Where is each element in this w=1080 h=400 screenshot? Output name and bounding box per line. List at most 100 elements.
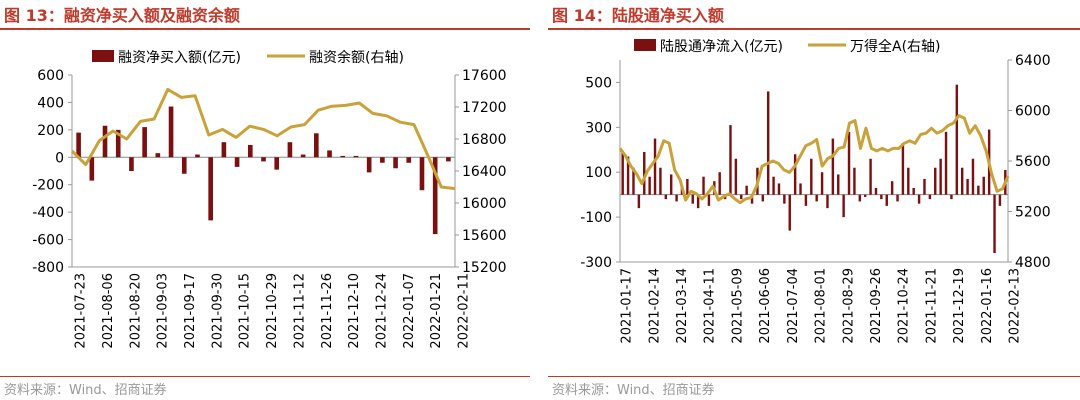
bar: [793, 154, 797, 195]
bar: [626, 156, 630, 195]
x-tick-label: 2022-01-16: [980, 268, 995, 344]
bar: [648, 176, 651, 195]
bar: [702, 176, 705, 195]
x-tick-label: 2021-02-14: [647, 268, 662, 344]
right-tick-label: 17200: [462, 100, 507, 116]
left-tick-label: -800: [32, 260, 64, 276]
x-tick-label: 2022-02-11: [457, 273, 472, 349]
right-tick-label: 4800: [1015, 255, 1051, 271]
x-tick-label: 2021-05-09: [730, 268, 745, 344]
bar: [274, 157, 280, 170]
title-divider: [0, 28, 530, 30]
bar: [761, 194, 765, 202]
bar: [181, 157, 187, 174]
panel-northbound: 图 14：陆股通净买入额 500 300 100 -100 -300 6400 6000 56…: [548, 0, 1080, 400]
x-tick-label: 2021-07-04: [786, 268, 801, 344]
bar: [632, 167, 635, 195]
panel-margin-financing: 图 13：融资净买入额及融资余额 600 400 200 0 -200 -400 -600 -…: [0, 0, 530, 400]
bar: [446, 157, 451, 162]
x-tick-label: 2021-04-11: [703, 268, 718, 344]
bar: [777, 183, 781, 195]
bar: [853, 167, 856, 195]
bar: [718, 172, 721, 195]
bar: [826, 194, 829, 209]
bar: [76, 132, 81, 158]
bar: [691, 194, 694, 204]
bar: [982, 176, 985, 195]
bar: [168, 106, 174, 158]
bar: [960, 167, 964, 195]
x-tick-label: 2021-11-21: [924, 268, 939, 344]
bar: [944, 131, 948, 195]
left-tick-label: -100: [580, 210, 612, 226]
x-tick-label: 2021-01-17: [620, 268, 635, 344]
bar: [804, 194, 808, 206]
chart-margin-financing: 600 400 200 0 -200 -400 -600 -800 17600 17200 1680…: [32, 49, 507, 349]
bar: [912, 187, 915, 195]
x-tick-label: 2021-09-30: [210, 273, 225, 349]
bar: [863, 194, 867, 197]
bar: [923, 178, 926, 195]
bar: [977, 185, 980, 195]
x-tick-label: 2021-09-17: [183, 273, 198, 349]
bar: [734, 158, 738, 195]
right-tick-label: 16000: [462, 196, 507, 212]
legend-bar-swatch: [92, 50, 114, 62]
bar: [637, 194, 641, 209]
bar: [907, 167, 910, 195]
bar: [89, 157, 95, 181]
x-tick-label: 2021-03-14: [675, 268, 690, 344]
bar: [788, 194, 791, 231]
bar: [669, 174, 673, 195]
bar: [287, 142, 293, 158]
right-tick-label: 6000: [1015, 104, 1051, 120]
right-tick-label: 16800: [462, 132, 507, 148]
bar: [659, 167, 662, 195]
bar: [129, 157, 134, 171]
left-tick-label: 400: [37, 95, 64, 111]
bar: [885, 194, 888, 206]
bar: [643, 152, 646, 195]
x-tick-label: 2021-06-06: [758, 268, 773, 344]
x-tick-label: 2021-11-12: [292, 273, 307, 349]
bar: [917, 194, 921, 204]
bar: [653, 138, 657, 195]
bar: [890, 181, 894, 195]
bar: [837, 174, 840, 195]
x-tick-label: 2021-08-06: [101, 273, 116, 349]
x-tick-label: 2021-08-20: [128, 273, 143, 349]
bar: [195, 154, 200, 158]
x-tick-label: 2021-12-19: [952, 268, 967, 344]
bar: [102, 125, 108, 158]
bar: [621, 152, 624, 195]
source-divider: [548, 376, 1080, 377]
figure-title: 图 14：陆股通净买入额: [552, 6, 724, 25]
x-tick-label: 2021-12-24: [374, 273, 389, 349]
x-tick-label: 2021-08-01: [814, 268, 829, 344]
bar: [901, 143, 905, 195]
bar: [869, 158, 872, 195]
bar: [221, 142, 227, 158]
bar: [750, 194, 754, 204]
bar: [815, 194, 818, 202]
x-tick-label: 2022-01-07: [402, 273, 417, 349]
legend-line-label: 融资余额(右轴): [309, 49, 404, 66]
left-tick-label: 0: [55, 150, 64, 166]
bar: [772, 176, 775, 195]
bar: [745, 185, 748, 195]
bar: [115, 129, 121, 158]
bar: [810, 158, 813, 195]
bar: [847, 131, 851, 195]
bar: [820, 172, 824, 195]
x-tick-label: 2021-10-24: [897, 268, 912, 344]
legend-line-label: 万得全A(右轴): [850, 38, 941, 55]
bar: [696, 194, 700, 209]
bar: [353, 155, 359, 158]
left-tick-label: 300: [585, 120, 612, 136]
bar: [234, 157, 240, 167]
bar: [993, 194, 996, 254]
legend-bar-label: 融资净买入额(亿元): [118, 50, 241, 66]
bar: [432, 157, 438, 235]
bar: [155, 153, 161, 158]
left-tick-label: 200: [37, 123, 64, 139]
